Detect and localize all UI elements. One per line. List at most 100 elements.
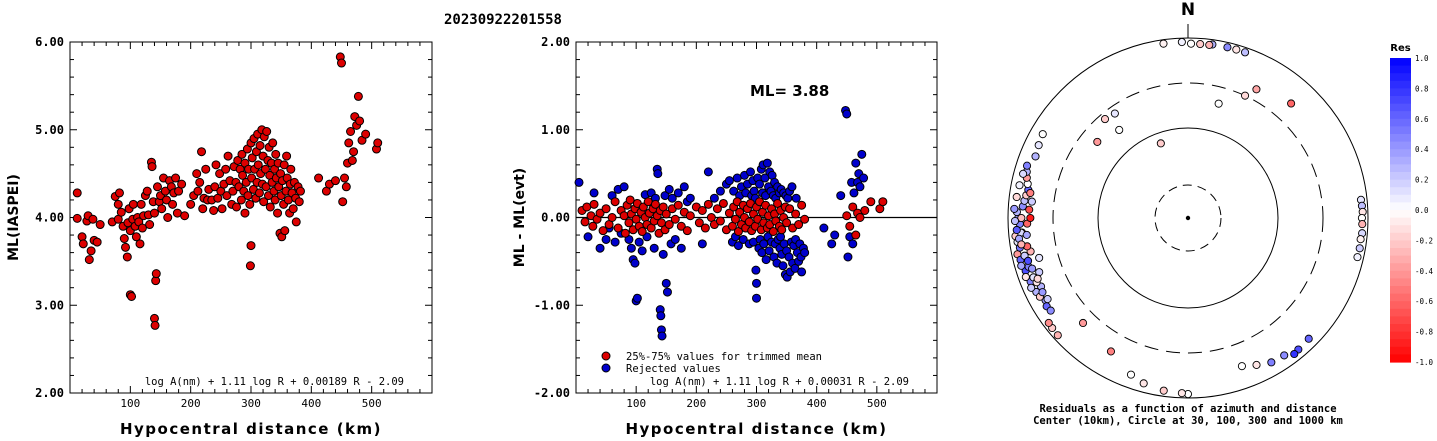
colorbar-segment <box>1390 286 1411 295</box>
magnitude-vs-distance-plot: 100 200 300 400 500 2.00 3.00 4.00 5.00 6.00 Hypoc… <box>6 35 433 438</box>
y-tick-label: 5.00 <box>35 123 64 137</box>
data-point <box>607 213 617 222</box>
data-point <box>782 218 792 228</box>
data-point <box>171 173 181 183</box>
data-point <box>662 287 672 297</box>
station-marker <box>1043 295 1052 304</box>
data-point <box>673 188 683 198</box>
x-tick-label: 500 <box>867 397 887 410</box>
station-marker <box>1186 39 1196 48</box>
data-point <box>866 197 876 207</box>
data-point <box>610 197 620 207</box>
data-point <box>355 116 365 126</box>
station-marker <box>1223 43 1232 52</box>
data-point <box>127 291 137 301</box>
colorbar-segment <box>1390 96 1411 105</box>
polar-caption-line-1: Residuals as a function of azimuth and d… <box>1039 403 1336 415</box>
data-point <box>168 199 178 209</box>
colorbar-tick-label: -0.4 <box>1415 267 1434 276</box>
data-point <box>667 193 677 203</box>
data-point <box>718 198 728 208</box>
x-tick-label: 400 <box>807 397 827 410</box>
data-point <box>147 162 157 172</box>
data-point <box>694 218 704 228</box>
colorbar-segment <box>1390 172 1411 181</box>
data-point <box>580 217 590 227</box>
colorbar-segment <box>1390 217 1411 226</box>
data-point <box>685 193 695 203</box>
x-tick-label: 300 <box>241 397 261 410</box>
station-marker <box>1038 130 1047 139</box>
station-marker <box>1159 39 1168 48</box>
data-point <box>851 230 861 240</box>
data-point <box>827 239 837 249</box>
data-point <box>664 184 674 194</box>
data-point <box>857 149 867 159</box>
data-point <box>634 237 644 247</box>
station-marker <box>1025 205 1034 214</box>
data-point <box>291 217 301 227</box>
data-point <box>724 208 734 218</box>
data-point <box>730 214 740 224</box>
station-marker <box>1196 40 1205 49</box>
data-point <box>201 164 211 174</box>
data-point <box>653 169 663 179</box>
data-point <box>595 208 605 218</box>
data-point <box>778 261 788 271</box>
data-point <box>848 239 858 249</box>
station-marker <box>1139 379 1148 388</box>
data-point <box>860 205 870 215</box>
station-marker <box>1031 152 1040 161</box>
data-point <box>619 182 629 192</box>
colorbar-tick-label: 0.6 <box>1415 115 1429 124</box>
station-marker <box>1267 358 1276 367</box>
station-marker <box>1177 389 1186 398</box>
data-point <box>588 221 598 231</box>
data-point <box>128 199 138 209</box>
data-point <box>238 170 248 180</box>
legend-marker <box>601 351 611 361</box>
data-point <box>282 151 292 161</box>
data-point <box>72 188 82 198</box>
colorbar-segment <box>1390 187 1411 196</box>
data-point <box>131 232 141 242</box>
data-point <box>237 149 247 159</box>
data-point <box>650 199 660 209</box>
data-point <box>583 232 593 242</box>
data-point <box>160 186 170 196</box>
data-point <box>122 252 132 262</box>
data-point <box>286 164 296 174</box>
colorbar-segment <box>1390 134 1411 143</box>
data-point <box>715 216 725 226</box>
data-point <box>764 246 774 256</box>
data-point <box>800 248 810 258</box>
series-1 <box>574 105 869 341</box>
data-point <box>340 173 350 183</box>
colorbar-segment <box>1390 339 1411 348</box>
colorbar-segment <box>1390 73 1411 82</box>
station-marker <box>1159 386 1168 395</box>
station-marker <box>1017 240 1026 249</box>
station-marker <box>1012 225 1021 235</box>
data-point <box>670 234 680 244</box>
data-point <box>273 208 283 218</box>
polar-caption-line-2: Center (10km), Circle at 30, 100, 300 an… <box>1033 415 1343 427</box>
station-marker <box>1015 181 1024 190</box>
station-marker <box>1022 161 1032 170</box>
station-marker <box>1290 349 1299 359</box>
station-marker <box>1010 216 1020 226</box>
station-marker <box>1027 283 1036 292</box>
station-marker <box>1156 139 1165 148</box>
station-marker <box>1026 188 1035 198</box>
data-point <box>84 255 94 265</box>
data-point <box>95 220 105 230</box>
station-marker <box>1110 109 1119 118</box>
data-point <box>288 204 298 214</box>
data-point <box>664 220 674 230</box>
data-point <box>78 239 88 249</box>
colorbar-tick-label: 0.2 <box>1415 176 1429 185</box>
plot-frame <box>69 41 433 394</box>
data-point <box>279 160 289 170</box>
station-marker <box>1038 288 1047 297</box>
data-point <box>703 167 713 177</box>
